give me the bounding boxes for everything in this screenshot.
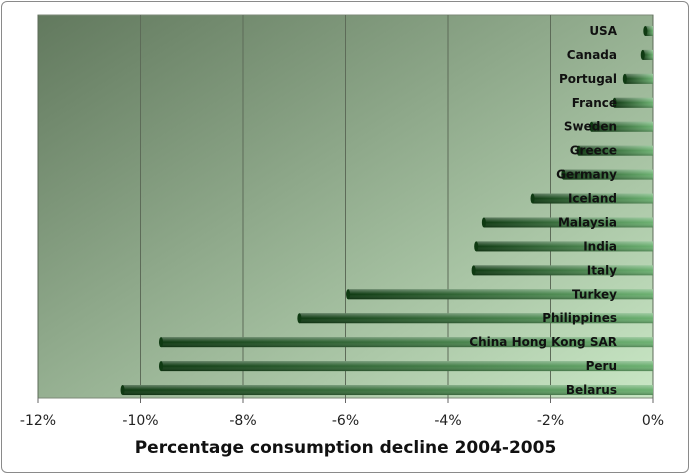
bar bbox=[481, 217, 653, 228]
bar bbox=[159, 361, 653, 372]
bar bbox=[471, 265, 653, 276]
category-label: Iceland bbox=[568, 192, 617, 206]
category-label: Italy bbox=[587, 263, 617, 277]
category-label: Peru bbox=[586, 359, 617, 373]
bar bbox=[589, 121, 653, 132]
x-tick-label: -8% bbox=[229, 413, 256, 429]
gridlines bbox=[37, 15, 654, 398]
bar bbox=[474, 241, 653, 252]
bar bbox=[120, 385, 653, 396]
category-label: Turkey bbox=[572, 287, 617, 301]
x-tick-label: -4% bbox=[434, 413, 461, 429]
bar bbox=[576, 145, 653, 156]
x-tick-label: -6% bbox=[332, 413, 359, 429]
category-label: Philippines bbox=[542, 311, 617, 325]
bar bbox=[622, 73, 653, 84]
bar bbox=[640, 49, 653, 60]
category-label: Malaysia bbox=[558, 215, 617, 229]
bar bbox=[612, 97, 653, 108]
bar bbox=[530, 193, 653, 204]
x-tick-label: -2% bbox=[537, 413, 564, 429]
bar bbox=[297, 313, 653, 324]
category-label: India bbox=[583, 239, 617, 253]
category-label: Germany bbox=[556, 168, 617, 182]
x-tick-label: 0% bbox=[642, 413, 664, 429]
category-label: USA bbox=[589, 24, 617, 38]
x-axis-title: Percentage consumption decline 2004-2005 bbox=[135, 438, 557, 458]
category-labels: USA Canada Portugal France Sweden Greece Germa… bbox=[469, 24, 617, 397]
bar bbox=[643, 25, 653, 36]
category-label: Greece bbox=[570, 144, 617, 158]
x-axis-ticks: -12% -10% -8% -6% -4% -2% 0% bbox=[20, 398, 664, 429]
bars bbox=[120, 25, 653, 396]
x-tick-label: -10% bbox=[122, 413, 158, 429]
bar bbox=[159, 337, 653, 348]
category-label: Belarus bbox=[566, 383, 617, 397]
category-label: France bbox=[572, 96, 617, 110]
bar bbox=[561, 169, 653, 180]
category-label: Canada bbox=[567, 48, 617, 62]
x-tick-label: -12% bbox=[20, 413, 56, 429]
category-label: Sweden bbox=[564, 120, 617, 134]
category-label: China Hong Kong SAR bbox=[469, 335, 617, 349]
category-label: Portugal bbox=[559, 72, 617, 86]
bar bbox=[346, 289, 653, 300]
